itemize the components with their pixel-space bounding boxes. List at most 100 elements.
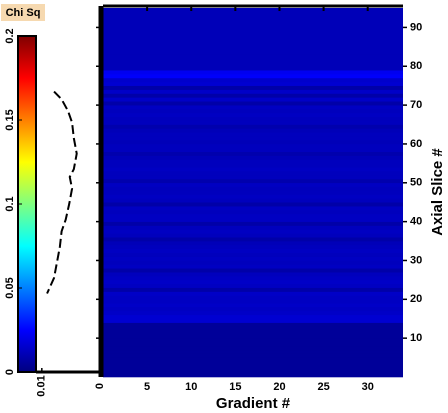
heatmap-row — [103, 155, 403, 160]
heatmap-row — [103, 260, 403, 265]
x-axis-label: Gradient # — [216, 395, 291, 412]
heatmap-row — [103, 310, 403, 316]
heatmap-row — [103, 373, 403, 378]
heatmap-row — [103, 272, 403, 277]
y-tick-label: 10 — [410, 332, 422, 344]
heatmap-row — [103, 46, 403, 52]
heatmap-row — [103, 314, 403, 320]
heatmap-row — [103, 241, 403, 246]
heatmap-row — [103, 89, 403, 94]
heatmap-row — [103, 19, 403, 24]
heatmap-row — [103, 330, 403, 335]
heatmap-row — [103, 342, 403, 347]
heatmap-row — [103, 11, 403, 17]
y-tick-label: 70 — [410, 99, 422, 111]
heatmap-row — [103, 237, 403, 242]
heatmap-row — [103, 97, 403, 102]
heatmap-row — [103, 175, 403, 180]
colorbar-tick-label: 0.15 — [4, 109, 16, 130]
profile-line — [46, 90, 78, 294]
heatmap-row — [103, 334, 403, 339]
heatmap-row — [103, 213, 403, 219]
heatmap-row — [103, 54, 403, 59]
heatmap-row — [103, 233, 403, 238]
x-tick-label: 25 — [317, 381, 329, 393]
heatmap-row — [103, 221, 403, 226]
heatmap-row — [103, 209, 403, 215]
y-tick-label: 50 — [410, 177, 422, 189]
heatmap-row — [103, 15, 403, 20]
heatmap-row — [103, 326, 403, 331]
heatmap-row — [103, 62, 403, 67]
heatmap-row — [103, 171, 403, 176]
heatmap-row — [103, 206, 403, 211]
heatmap-row — [103, 349, 403, 354]
heatmap-row — [103, 256, 403, 261]
heatmap-row — [103, 140, 403, 145]
x-tick-label: 10 — [185, 381, 197, 393]
heatmap-row — [103, 50, 403, 55]
plot-layer: 5 10 15 20 25 30 10 20 30 40 50 60 70 80 90 0 0.05 0.1 0.1… — [4, 4, 422, 397]
heatmap-row — [103, 70, 403, 75]
colorbar-tick-label: 0 — [4, 369, 16, 375]
heatmap-row — [103, 101, 403, 106]
heatmap-row — [103, 105, 403, 110]
heatmap-row — [103, 143, 403, 149]
y-tick-label: 30 — [410, 254, 422, 266]
heatmap-row — [103, 353, 403, 358]
heatmap-row — [103, 303, 403, 308]
x-tick-label: 15 — [229, 381, 241, 393]
heatmap-row — [103, 39, 403, 44]
x-tick-label: 30 — [362, 381, 374, 393]
heatmap-row — [103, 369, 403, 374]
x-tick-label: 5 — [144, 381, 150, 393]
heatmap-row — [103, 357, 403, 362]
heatmap-row — [103, 81, 403, 86]
heatmap-row — [103, 291, 403, 296]
heatmap-row — [103, 338, 403, 343]
heatmap-row — [103, 244, 403, 250]
heatmap-row — [103, 202, 403, 207]
profile-x-tick-label: 0 — [94, 383, 106, 389]
heatmap-row — [103, 279, 403, 285]
heatmap-row — [103, 108, 403, 114]
colorbar-title: Chi Sq — [6, 7, 41, 19]
y-tick-label: 80 — [410, 60, 422, 72]
colorbar-tick-label: 0.2 — [4, 28, 16, 43]
heatmap-row — [103, 132, 403, 137]
heatmap-row — [103, 198, 403, 203]
heatmap-row — [103, 264, 403, 269]
heatmap-row — [103, 151, 403, 156]
heatmap-row — [103, 93, 403, 98]
heatmap-row — [103, 229, 403, 234]
heatmap-row — [103, 112, 403, 118]
heatmap-row — [103, 120, 403, 125]
heatmap-row — [103, 178, 403, 184]
heatmap-row — [103, 74, 403, 79]
heatmap-row — [103, 361, 403, 366]
heatmap-row — [103, 58, 403, 63]
heatmap-row — [103, 190, 403, 195]
heatmap-row — [103, 128, 403, 133]
y-tick-label: 20 — [410, 293, 422, 305]
heatmap-row — [103, 31, 403, 36]
heatmap-row — [103, 27, 403, 32]
heatmap-row — [103, 35, 403, 40]
heatmap-row — [103, 194, 403, 199]
y-tick-label: 90 — [410, 21, 422, 33]
heatmap-row — [103, 365, 403, 370]
y-axis-label: Axial Slice # — [429, 148, 446, 236]
heatmap-row — [103, 276, 403, 281]
y-tick-label: 60 — [410, 138, 422, 150]
heatmap-row — [103, 77, 403, 83]
heatmap-row — [103, 287, 403, 292]
colorbar-title-box — [1, 4, 45, 21]
heatmap-row — [103, 167, 403, 172]
heatmap-row — [103, 295, 403, 300]
heatmap-row — [103, 225, 403, 230]
heatmap-row — [103, 163, 403, 168]
heatmap-row — [103, 42, 403, 48]
heatmap-row — [103, 23, 403, 28]
heatmap-row — [103, 147, 403, 153]
